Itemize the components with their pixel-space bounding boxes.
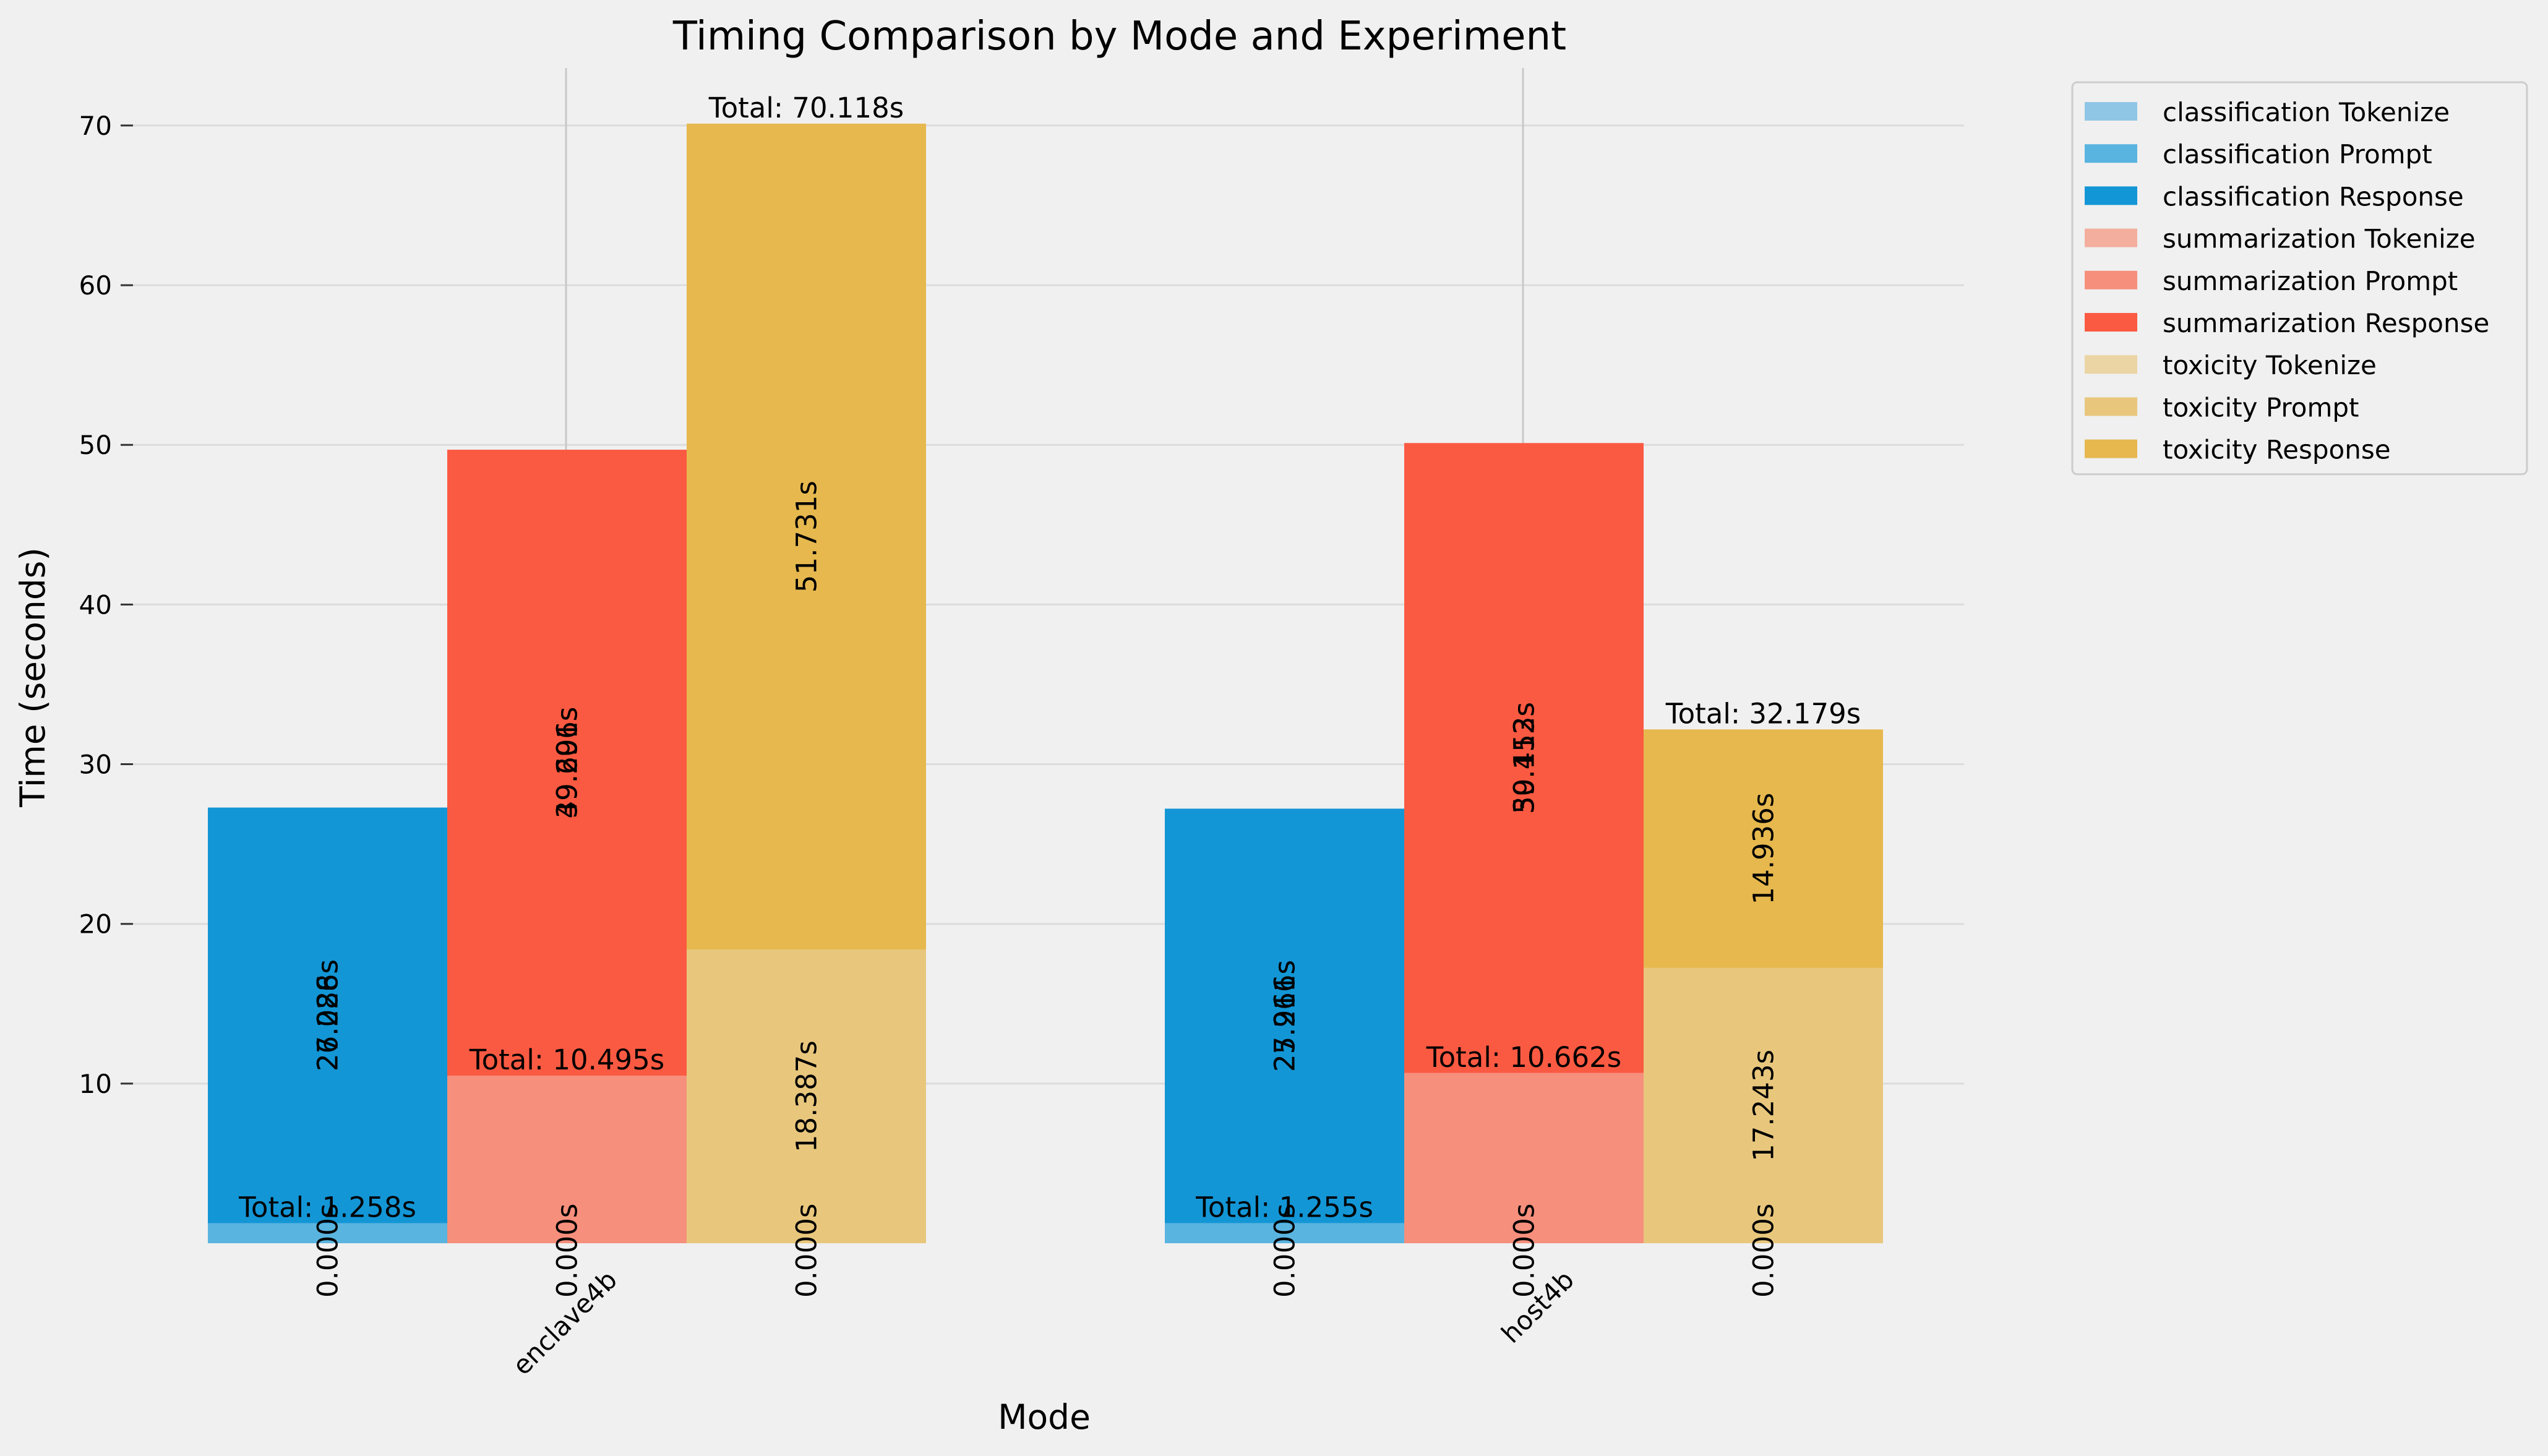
bar-segment — [1165, 808, 1404, 1223]
bar-segment — [1404, 443, 1644, 1073]
total-label: Total: 10.495s — [469, 1043, 664, 1076]
legend-swatch — [2085, 397, 2137, 416]
segment-value-label: 0.000s — [791, 1204, 823, 1298]
y-tick-label: 70 — [79, 111, 112, 141]
legend-entry: classification Prompt — [2163, 139, 2432, 169]
segment-value-label: 49.696s — [551, 707, 584, 819]
bar-segment — [447, 450, 687, 1076]
total-label: Total: 10.662s — [1426, 1041, 1621, 1074]
y-tick-label: 40 — [79, 589, 112, 620]
legend-swatch — [2085, 144, 2137, 163]
legend-swatch — [2085, 270, 2137, 289]
legend-swatch — [2085, 186, 2137, 205]
segment-value-label: 0.000s — [1748, 1204, 1780, 1298]
legend-swatch — [2085, 102, 2137, 121]
segment-value-label: 27.286s — [312, 959, 345, 1071]
legend-entry: toxicity Tokenize — [2163, 350, 2377, 380]
segment-value-label: 0.000s — [1508, 1204, 1541, 1298]
legend-entry: classification Tokenize — [2163, 97, 2450, 127]
legend-box — [2071, 81, 2528, 476]
legend-entry: summarization Tokenize — [2163, 224, 2476, 254]
legend-entry: summarization Prompt — [2163, 266, 2458, 296]
chart-title: Timing Comparison by Mode and Experiment — [672, 14, 1566, 59]
bar-segment — [208, 1223, 447, 1243]
segment-value-label: 0.000s — [551, 1204, 584, 1298]
y-axis-label: Time (seconds) — [13, 547, 53, 808]
bar-segment — [1404, 1073, 1644, 1243]
legend-entry: toxicity Prompt — [2163, 392, 2359, 422]
bar-segment — [1165, 1223, 1404, 1243]
bar-segment — [447, 1076, 687, 1243]
legend-entry: classification Response — [2163, 181, 2464, 212]
total-label: Total: 1.255s — [1195, 1191, 1373, 1224]
bars — [208, 123, 1883, 1243]
segment-value-label: 18.387s — [791, 1040, 823, 1152]
legend-swatch — [2085, 355, 2137, 374]
segment-value-label: 27.216s — [1269, 960, 1302, 1072]
segment-value-label: 26.028s — [312, 959, 345, 1071]
segment-value-label: 14.936s — [1748, 793, 1780, 905]
legend-swatch — [2085, 313, 2137, 332]
y-tick-label: 20 — [79, 909, 112, 940]
legend-entry: toxicity Response — [2163, 435, 2391, 465]
bar-segment — [687, 949, 926, 1243]
segment-value-label: 50.113s — [1508, 702, 1541, 814]
segment-value-label: 0.000s — [1269, 1204, 1302, 1298]
x-axis-label: Mode — [998, 1397, 1091, 1437]
legend-swatch — [2085, 228, 2137, 247]
y-tick-label: 10 — [79, 1069, 112, 1099]
y-tick-label: 50 — [79, 430, 112, 460]
total-label: Total: 32.179s — [1665, 697, 1861, 730]
segment-value-label: 39.452s — [1508, 702, 1541, 814]
bar-segment — [1644, 729, 1883, 968]
legend-entry: summarization Response — [2163, 308, 2489, 338]
segment-value-label: 0.000s — [312, 1204, 345, 1298]
bar-segment — [208, 807, 447, 1223]
segment-value-label: 51.731s — [791, 481, 823, 593]
legend-swatch — [2085, 439, 2137, 458]
legend: classification Tokenize classification Pr… — [2071, 81, 2528, 476]
segment-value-label: 17.243s — [1748, 1050, 1780, 1162]
y-tick-label: 60 — [79, 270, 112, 301]
segment-value-label: 39.201s — [551, 707, 584, 819]
bar-segment — [1644, 967, 1883, 1243]
total-label: Total: 70.118s — [708, 92, 904, 124]
bar-segment — [687, 123, 926, 950]
total-label: Total: 1.258s — [238, 1191, 416, 1224]
segment-value-label: 25.961s — [1269, 960, 1302, 1072]
y-tick-label: 30 — [79, 750, 112, 780]
